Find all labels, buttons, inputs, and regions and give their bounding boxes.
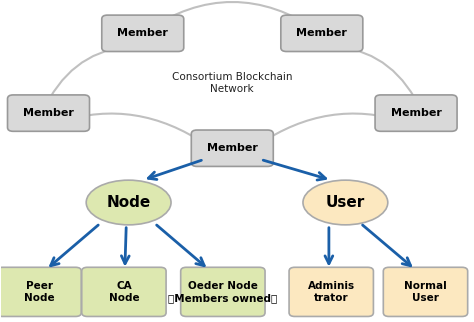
Text: Consortium Blockchain
Network: Consortium Blockchain Network — [172, 72, 292, 94]
FancyBboxPatch shape — [375, 95, 457, 131]
Text: Member: Member — [391, 108, 441, 118]
Text: Adminis
trator: Adminis trator — [308, 281, 355, 303]
FancyBboxPatch shape — [383, 267, 468, 317]
Text: Normal
User: Normal User — [404, 281, 447, 303]
Text: Member: Member — [296, 28, 347, 38]
Text: CA
Node: CA Node — [109, 281, 139, 303]
Text: Node: Node — [107, 195, 151, 210]
Text: User: User — [326, 195, 365, 210]
Text: Member: Member — [118, 28, 168, 38]
Text: Member: Member — [23, 108, 74, 118]
FancyBboxPatch shape — [82, 267, 166, 317]
FancyBboxPatch shape — [181, 267, 265, 317]
FancyBboxPatch shape — [102, 15, 184, 52]
Text: Oeder Node
（Members owned）: Oeder Node （Members owned） — [168, 281, 277, 303]
FancyBboxPatch shape — [0, 267, 81, 317]
FancyBboxPatch shape — [191, 130, 273, 166]
Text: Member: Member — [207, 143, 258, 153]
FancyBboxPatch shape — [8, 95, 90, 131]
FancyBboxPatch shape — [289, 267, 374, 317]
Ellipse shape — [303, 180, 388, 225]
Text: Peer
Node: Peer Node — [24, 281, 55, 303]
FancyBboxPatch shape — [281, 15, 363, 52]
Ellipse shape — [86, 180, 171, 225]
